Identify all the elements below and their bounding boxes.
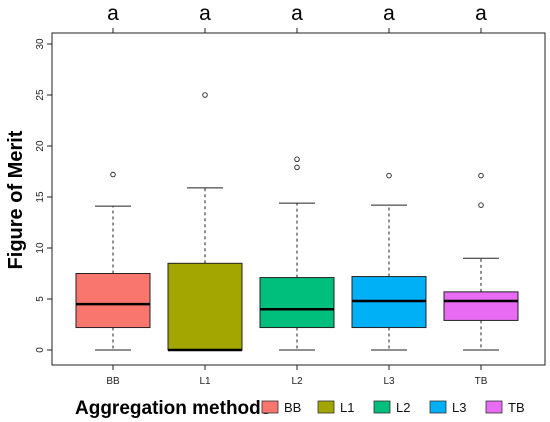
y-tick-label: 20 (35, 140, 46, 152)
plot-frame (51, 32, 546, 366)
legend-item-L2: L2 (373, 400, 410, 415)
box-L2 (259, 156, 335, 351)
legend-key (429, 400, 447, 414)
outlier-point (478, 202, 484, 208)
legend-key (261, 400, 279, 414)
legend-key (485, 400, 503, 414)
legend-item-L1: L1 (317, 400, 354, 415)
legend-item-L3: L3 (429, 400, 466, 415)
outlier-point (294, 164, 300, 171)
y-axis: 0 5 10 15 20 25 30 (35, 38, 52, 353)
box-iqr (259, 277, 335, 329)
y-tick-label: 10 (35, 242, 46, 254)
significance-letter: a (107, 2, 119, 25)
y-tick-label: 15 (35, 191, 46, 203)
box-iqr (75, 273, 151, 329)
legend-item-BB: BB (261, 400, 301, 415)
box-TB (443, 172, 519, 351)
legend-title: Aggregation methods (75, 398, 271, 419)
x-tick-label: L3 (383, 376, 395, 387)
box-L3 (351, 172, 427, 351)
significance-letter: a (383, 2, 395, 25)
significance-letter: a (475, 2, 487, 25)
legend-label: BB (284, 400, 301, 415)
legend-label: TB (508, 400, 525, 415)
legend-key (317, 400, 335, 414)
legend-label: L3 (452, 400, 466, 415)
y-tick-label: 25 (35, 89, 46, 101)
y-tick-label: 5 (35, 296, 46, 302)
x-tick-label: TB (475, 376, 488, 387)
box-L1 (167, 92, 243, 352)
legend-label: L1 (340, 400, 354, 415)
outlier-point (386, 172, 392, 179)
outlier-point (202, 92, 208, 98)
legend: Aggregation methods BB L1 L2 L3 TB (75, 398, 525, 419)
box-iqr (167, 262, 243, 351)
outlier-point (478, 172, 484, 179)
y-tick-label: 30 (35, 38, 46, 50)
significance-letter: a (199, 2, 211, 25)
y-tick-label: 0 (35, 347, 46, 353)
outlier-point (294, 156, 300, 163)
y-axis-title: Figure of Merit (5, 130, 27, 269)
legend-key (373, 400, 391, 414)
x-axis: BB L1 L2 L3 TB (106, 365, 488, 387)
legend-label: L2 (396, 400, 410, 415)
x-tick-label: L1 (199, 376, 211, 387)
outlier-point (110, 171, 116, 178)
box-iqr (443, 291, 519, 321)
x-tick-label: BB (106, 376, 120, 387)
legend-item-TB: TB (485, 400, 525, 415)
x-tick-label: L2 (291, 376, 303, 387)
significance-letter: a (291, 2, 303, 25)
box-BB (75, 171, 151, 351)
boxes (75, 92, 519, 352)
